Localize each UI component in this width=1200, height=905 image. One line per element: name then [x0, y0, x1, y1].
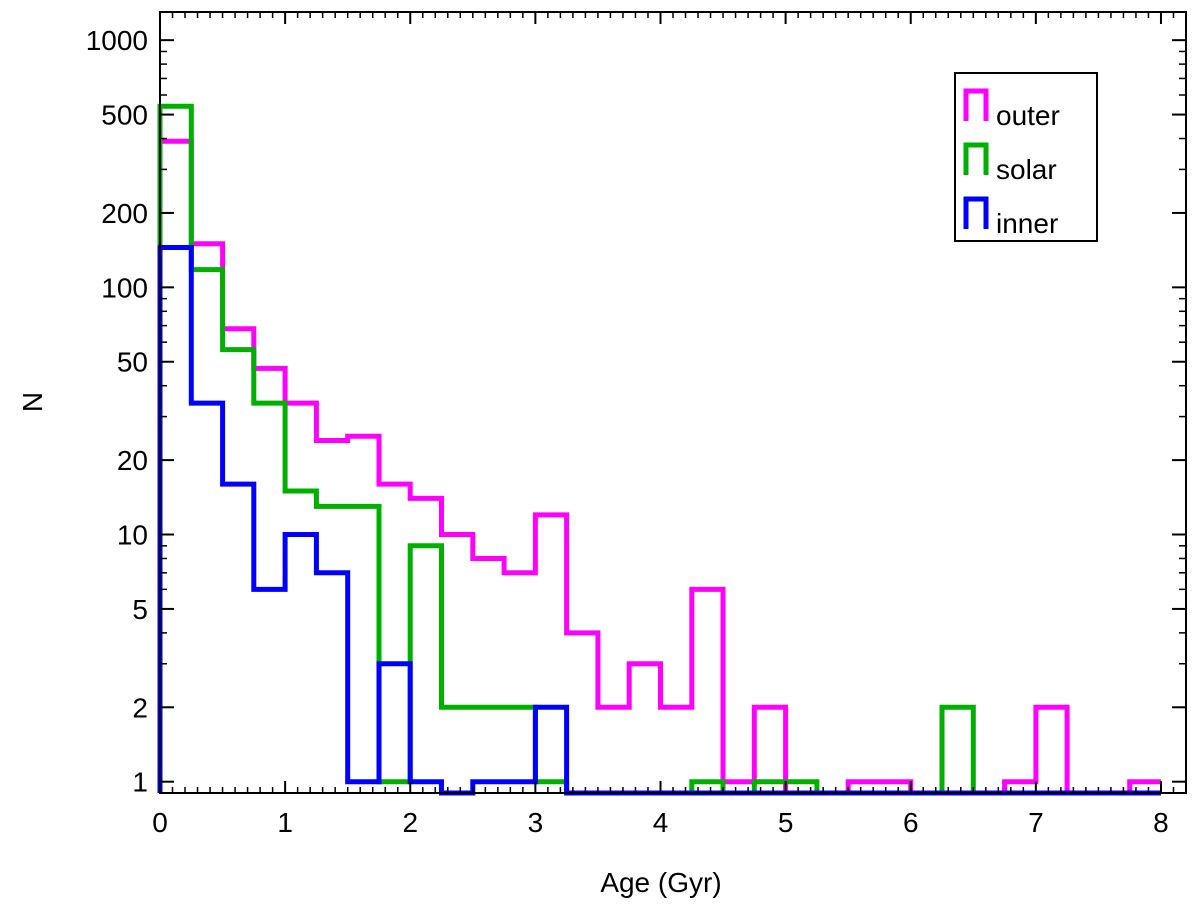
x-tick-label: 4 [653, 807, 669, 838]
y-tick-label: 20 [117, 445, 148, 476]
x-tick-label: 8 [1153, 807, 1169, 838]
x-tick-label: 0 [152, 807, 168, 838]
legend-swatch-solar [963, 142, 989, 175]
legend: outer solar inner [954, 72, 1098, 242]
x-tick-label: 5 [778, 807, 794, 838]
x-tick-label: 7 [1028, 807, 1044, 838]
x-axis-title: Age (Gyr) [600, 867, 721, 898]
legend-swatch-outer [963, 88, 989, 121]
x-tick-label: 2 [402, 807, 418, 838]
x-tick-label: 6 [903, 807, 919, 838]
x-tick-label: 1 [277, 807, 293, 838]
y-tick-label: 500 [101, 100, 148, 131]
legend-label-inner: inner [996, 208, 1058, 239]
legend-label-solar: solar [996, 154, 1057, 185]
legend-label-outer: outer [996, 100, 1060, 131]
y-tick-label: 200 [101, 198, 148, 229]
y-tick-label: 5 [132, 594, 148, 625]
legend-box [954, 72, 1098, 242]
y-tick-label: 1000 [86, 25, 148, 56]
legend-swatch-inner [963, 196, 989, 229]
y-tick-label: 50 [117, 347, 148, 378]
y-tick-label: 1 [132, 767, 148, 798]
x-tick-label: 3 [528, 807, 544, 838]
y-tick-label: 2 [132, 692, 148, 723]
y-tick-label: 10 [117, 520, 148, 551]
y-tick-label: 100 [101, 272, 148, 303]
y-axis-title: N [17, 392, 48, 412]
